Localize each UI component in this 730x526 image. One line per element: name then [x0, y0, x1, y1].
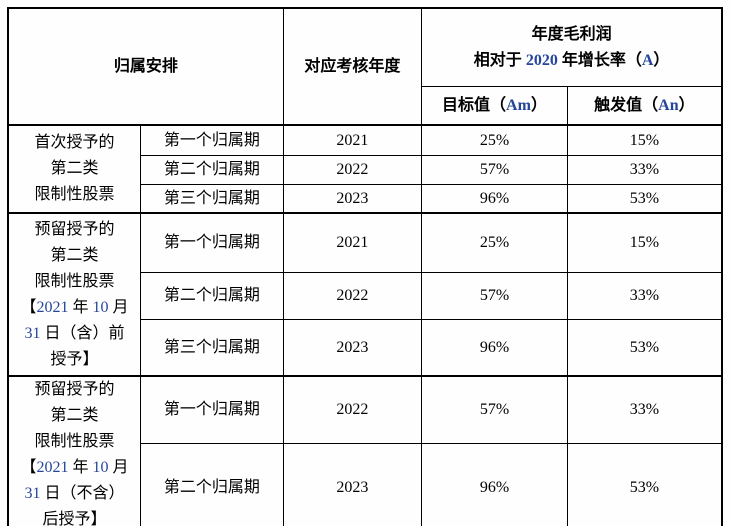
group-label-line: 31 日（不含） — [24, 485, 125, 502]
header-cell-trigger-value: 触发值（An） — [566, 86, 723, 126]
year-cell: 2021 — [282, 124, 423, 156]
year-cell: 2023 — [282, 319, 423, 377]
table-row: 第二个归属期 2023 96% 53% — [8, 442, 723, 526]
table-row: 第三个归属期 2023 96% 53% — [8, 319, 723, 377]
header-row-1: 归属安排 对应考核年度 年度毛利润 相对于 2020 年增长率（A） — [7, 7, 723, 126]
target-cell: 25% — [421, 124, 568, 156]
group-label-line: 后授予】 — [42, 511, 107, 526]
gross-profit-line1: 年度毛利润 — [531, 25, 612, 43]
table-row: 第二个归属期 2022 57% 33% — [8, 155, 723, 185]
header-cell-target-value: 目标值（Am） — [421, 86, 568, 126]
group-label-line: 第二类 — [50, 246, 99, 264]
period-cell: 第二个归属期 — [140, 272, 284, 320]
group-label-line: 第二类 — [50, 407, 99, 424]
period-cell: 第三个归属期 — [140, 319, 284, 377]
group-label-line: 预留授予的 — [34, 381, 115, 398]
group-label-line: 【2021 年 10 月 — [20, 459, 129, 476]
year-cell: 2022 — [282, 155, 423, 185]
period-cell: 第一个归属期 — [140, 212, 284, 273]
group-label-line: 第二类 — [50, 160, 99, 177]
target-cell: 96% — [421, 442, 568, 526]
trigger-cell: 15% — [566, 212, 723, 273]
trigger-cell: 53% — [566, 319, 723, 377]
trigger-cell: 15% — [566, 124, 723, 156]
header-cell-assessment-year: 对应考核年度 — [282, 7, 423, 126]
group-label-line: 预留授予的 — [34, 220, 115, 238]
year-cell: 2022 — [282, 374, 423, 444]
target-cell: 96% — [421, 184, 568, 214]
table-row: 预留授予的 第二类 限制性股票 【2021 年 10 月 31 日（不含） 后授… — [7, 374, 723, 526]
gross-profit-line2: 相对于 2020 年增长率（A） — [473, 51, 670, 69]
group-label-line: 首次授予的 — [34, 134, 115, 151]
table-row: 预留授予的 第二类 限制性股票 【2021 年 10 月 31 日（含）前 授予… — [7, 212, 723, 377]
year-cell: 2023 — [282, 184, 423, 214]
group-label-line: 限制性股票 — [34, 272, 115, 290]
target-cell: 25% — [421, 212, 568, 273]
target-cell: 57% — [421, 272, 568, 320]
group-label-line: 限制性股票 — [34, 433, 115, 450]
group-label-line: 限制性股票 — [34, 186, 115, 203]
trigger-cell: 33% — [566, 155, 723, 185]
group-label-line: 31 日（含）前 — [24, 324, 125, 342]
performance-assessment-table: 归属安排 对应考核年度 年度毛利润 相对于 2020 年增长率（A） 目标值（A… — [7, 7, 723, 526]
period-cell: 第二个归属期 — [140, 155, 284, 185]
trigger-cell: 33% — [566, 374, 723, 444]
group-label-line: 【2021 年 10 月 — [20, 298, 129, 316]
year-cell: 2022 — [282, 272, 423, 320]
trigger-cell: 33% — [566, 272, 723, 320]
target-cell: 57% — [421, 155, 568, 185]
header-cell-vesting-arrangement: 归属安排 — [7, 7, 284, 126]
trigger-cell: 53% — [566, 442, 723, 526]
group-label-cell-first-grant: 首次授予的 第二类 限制性股票 — [7, 124, 142, 214]
period-cell: 第一个归属期 — [140, 374, 284, 444]
year-cell: 2023 — [282, 442, 423, 526]
header-cell-gross-profit-growth: 年度毛利润 相对于 2020 年增长率（A） — [421, 7, 723, 87]
target-cell: 57% — [421, 374, 568, 444]
table-row: 第二个归属期 2022 57% 33% — [8, 272, 723, 320]
period-cell: 第一个归属期 — [140, 124, 284, 156]
period-cell: 第二个归属期 — [140, 442, 284, 526]
group-label-cell-reserved-after: 预留授予的 第二类 限制性股票 【2021 年 10 月 31 日（不含） 后授… — [7, 375, 142, 526]
trigger-cell: 53% — [566, 184, 723, 214]
period-cell: 第三个归属期 — [140, 184, 284, 214]
target-cell: 96% — [421, 319, 568, 377]
year-cell: 2021 — [282, 212, 423, 273]
group-label-cell-reserved-before: 预留授予的 第二类 限制性股票 【2021 年 10 月 31 日（含）前 授予… — [7, 212, 142, 377]
group-label-line: 授予】 — [50, 350, 99, 368]
table-row: 首次授予的 第二类 限制性股票 第一个归属期 2021 25% 15% — [7, 124, 723, 214]
table-row: 第三个归属期 2023 96% 53% — [8, 184, 723, 214]
